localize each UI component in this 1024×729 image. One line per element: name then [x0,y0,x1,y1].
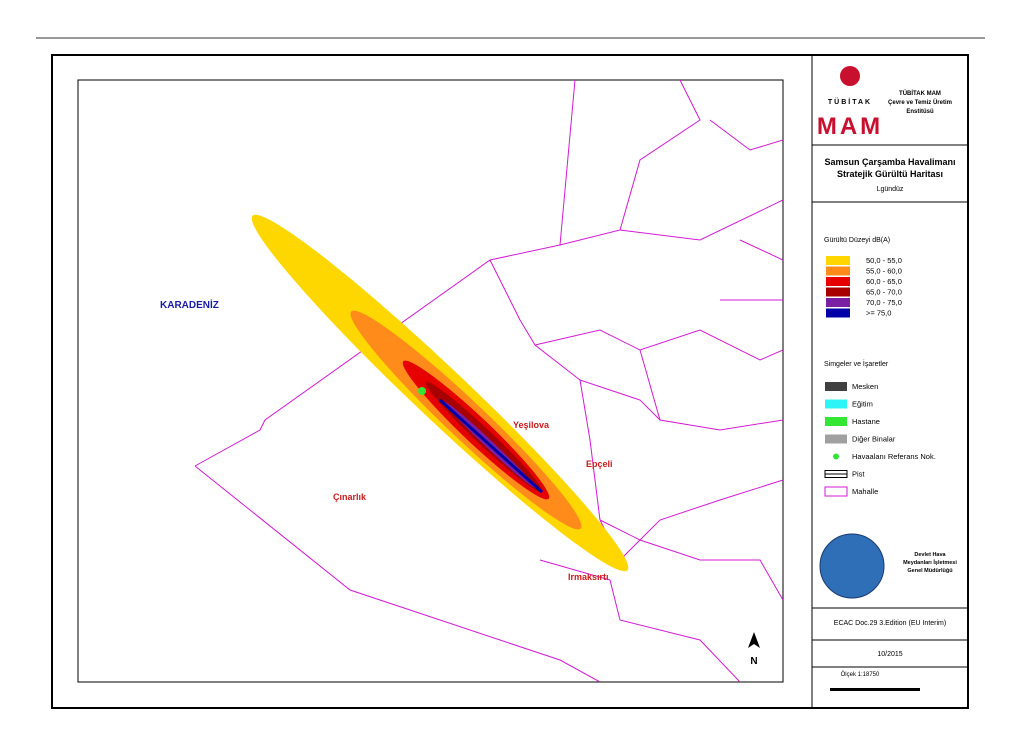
map-label: Epçeli [586,459,613,469]
boundary [559,80,783,246]
logo-emblem [840,66,860,86]
airport-reference-point [418,387,426,395]
logo-text: MAM [817,113,883,140]
legend-swatch [826,298,850,307]
legend-swatch [826,308,850,318]
legend-label: Mahalle [852,487,878,496]
dhmi-text: Meydanları İşletmesi [903,559,957,566]
legend-swatch [826,256,850,265]
north-arrow [748,632,760,648]
legend-swatch [826,277,850,286]
legend-swatch [825,434,847,444]
legend-label: 50,0 - 55,0 [866,256,902,265]
dhmi-text: Devlet Hava [914,552,946,558]
legend-swatch [826,266,850,276]
institute: Çevre ve Temiz Üretim [888,99,952,106]
legend-label: 70,0 - 75,0 [866,298,902,307]
legend-label: 55,0 - 60,0 [866,267,902,276]
scale-bar [830,688,920,691]
boundary [534,329,783,431]
title: Lgündüz [877,186,904,193]
legend-title: Gürültü Düzeyi dB(A) [824,237,890,244]
north-label: N [750,656,757,667]
noise-legend: 50,0 - 55,0 55,0 - 60,060,0 - 65,0 65,0 - … [826,256,902,318]
legend-swatch [833,453,839,460]
runway [438,398,544,494]
outer-frame [51,54,969,709]
dhmi-emblem [819,533,885,599]
institute: TÜBİTAK MAM [899,90,941,97]
title: Samsun Çarşamba Havalimanı [824,157,955,167]
legend-label: Mesken [852,382,878,391]
method: ECAC Doc.29 3.Edition (EU Interim) [834,620,946,627]
legend-swatch [825,417,847,426]
logo-text: TÜBİTAK [828,97,872,106]
symbols-legend: Mesken Eğitim Hastane Diğer Binalar Havaalan… [824,382,936,497]
legend-label: Pist [852,470,865,479]
boundary [579,379,783,601]
legend-label: 65,0 - 70,0 [866,288,902,297]
map-label: Irmaksırtı [568,572,609,582]
legend-label: Hastane [852,417,880,426]
legend-swatch [824,486,848,497]
legend-title: Simgeler ve İşaretler [824,359,889,368]
legend-label: Eğitim [852,400,873,409]
legend-label: >= 75,0 [866,309,891,318]
boundary [539,559,741,682]
map-label: Çınarlık [333,492,367,502]
date: 10/2015 [877,651,902,658]
boundary [709,119,783,301]
boundary [489,259,783,561]
map-label: KARADENİZ [160,298,219,311]
title: Stratejik Gürültü Haritası [837,169,943,179]
legend-label: Diğer Binalar [852,435,896,444]
legend-swatch [825,399,847,409]
dhmi-text: Genel Müdürlüğü [907,568,952,574]
boundary [194,465,601,682]
legend-label: 60,0 - 65,0 [866,277,902,286]
legend-swatch [825,382,847,391]
institute: Enstitüsü [906,109,934,115]
mahalle-boundaries [194,80,783,682]
scale: Ölçek 1:18750 [841,671,880,678]
map-label: Yeşilova [513,420,550,430]
legend-label: Havaalanı Referans Nok. [852,452,936,461]
legend-swatch [826,287,850,297]
